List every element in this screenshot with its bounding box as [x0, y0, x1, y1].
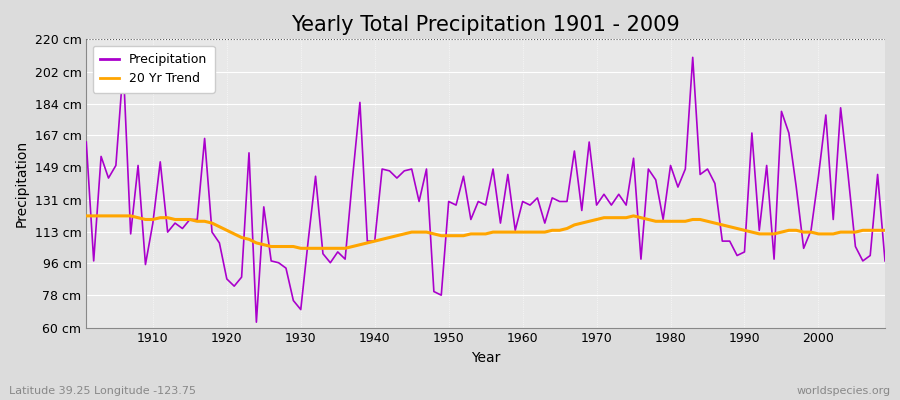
Text: worldspecies.org: worldspecies.org — [796, 386, 891, 396]
Y-axis label: Precipitation: Precipitation — [15, 140, 29, 227]
Title: Yearly Total Precipitation 1901 - 2009: Yearly Total Precipitation 1901 - 2009 — [292, 15, 680, 35]
Text: Latitude 39.25 Longitude -123.75: Latitude 39.25 Longitude -123.75 — [9, 386, 196, 396]
X-axis label: Year: Year — [471, 351, 500, 365]
Legend: Precipitation, 20 Yr Trend: Precipitation, 20 Yr Trend — [93, 46, 214, 93]
